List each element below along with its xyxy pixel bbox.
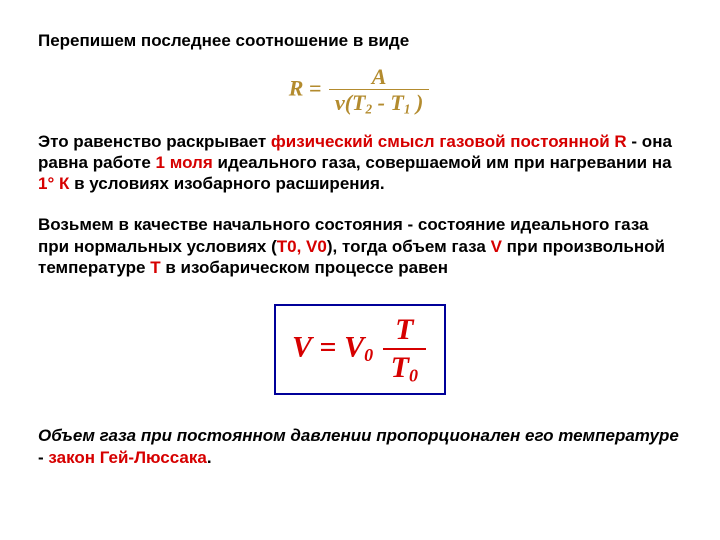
slide: Перепишем последнее соотношение в виде R… [0, 0, 720, 468]
eq2-coef: V [344, 330, 364, 363]
t4d: . [207, 448, 212, 467]
eq2-coef-sub: 0 [364, 345, 373, 365]
t3c: ), тогда объем газа [327, 237, 491, 256]
t3d: V [491, 237, 502, 256]
eq1-fraction: Aν(T2 - T1 ) [327, 65, 431, 116]
eq1-num: A [329, 65, 429, 90]
eq2-den: T0 [383, 350, 426, 385]
t3b: T0, V0 [277, 237, 327, 256]
eq2-num: T [383, 314, 426, 350]
spacer [38, 292, 682, 298]
t4c: закон Гей-Люссака [48, 448, 206, 467]
t3g: в изобарическом процессе равен [161, 258, 448, 277]
eq1-den: ν(T2 - T1 ) [329, 90, 429, 116]
t2b: физический смысл газовой постоянной R [271, 132, 627, 151]
eq2-eq: = [312, 330, 344, 363]
eq1-lhs: R [289, 76, 304, 101]
equation-2-box: V = V0 TT0 [274, 304, 446, 395]
t2a: Это равенство раскрывает [38, 132, 271, 151]
t2d: 1 моля [156, 153, 213, 172]
para-law: Объем газа при постоянном давлении пропо… [38, 425, 682, 469]
para-initial-state: Возьмем в качестве начального состояния … [38, 214, 682, 278]
t4a: Объем газа при постоянном давлении пропо… [38, 426, 679, 445]
spacer [38, 409, 682, 425]
equation-1: R = Aν(T2 - T1 ) [289, 65, 432, 116]
eq1-equals: = [303, 76, 327, 101]
equation-1-wrap: R = Aν(T2 - T1 ) [38, 65, 682, 116]
t4b: - [38, 448, 48, 467]
t3f: T [150, 258, 160, 277]
equation-2-wrap: V = V0 TT0 [38, 304, 682, 395]
t2e: идеального газа, совершаемой им при нагр… [213, 153, 672, 172]
eq2-fraction: TT0 [381, 314, 428, 385]
t2g: в условиях изобарного расширения. [69, 174, 384, 193]
para-meaning: Это равенство раскрывает физический смыс… [38, 131, 682, 195]
para-intro: Перепишем последнее соотношение в виде [38, 30, 682, 51]
eq2-lhs: V [292, 330, 312, 363]
t2f: 1° К [38, 174, 69, 193]
text-intro: Перепишем последнее соотношение в виде [38, 31, 409, 50]
